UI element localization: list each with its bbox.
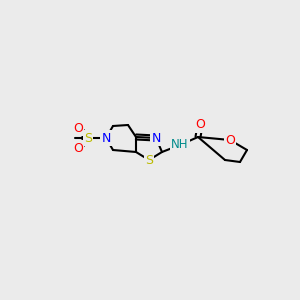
- Text: O: O: [225, 134, 235, 146]
- Text: O: O: [195, 118, 205, 131]
- Text: S: S: [84, 131, 92, 145]
- Text: NH: NH: [171, 139, 189, 152]
- Text: O: O: [73, 142, 83, 154]
- Text: N: N: [151, 131, 161, 145]
- Text: S: S: [145, 154, 153, 166]
- Text: N: N: [101, 131, 111, 145]
- Text: O: O: [73, 122, 83, 134]
